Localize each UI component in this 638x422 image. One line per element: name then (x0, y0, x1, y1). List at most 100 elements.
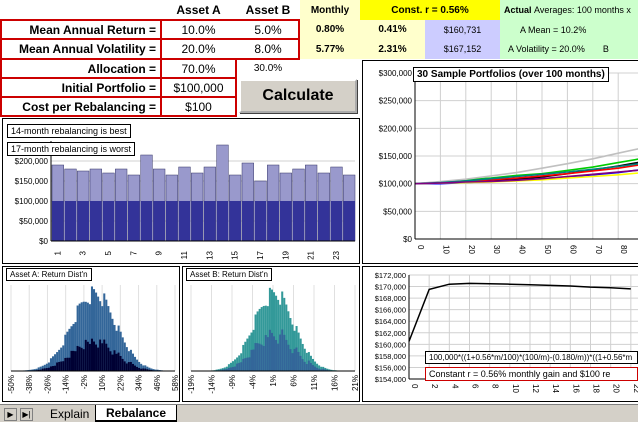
hist-bar (318, 365, 321, 371)
bar-ytick-label: $150,000 (15, 177, 49, 186)
hist-bar-inner (54, 365, 57, 371)
hist-bar-inner (244, 358, 247, 371)
asset-b-hist-title: Asset B: Return Dist'n (186, 268, 272, 281)
hist-bar (62, 345, 65, 371)
mean-return-a[interactable]: 10.0% (181, 22, 216, 37)
hist-bar (111, 318, 114, 371)
hist-bar-inner (93, 341, 96, 371)
hist-bar-inner (250, 349, 253, 371)
tab-rebalance[interactable]: Rebalance (95, 405, 178, 422)
asset-a-histogram-svg: -50% -38% -26% -14% -2% 10% 22% 34% 46% 58% (7, 285, 180, 394)
hist-bar-inner (121, 358, 124, 371)
hist-bar (152, 369, 155, 371)
bar-xtick-label: 1 (53, 250, 62, 255)
hist-bar-inner (95, 344, 98, 371)
hist-bar (70, 326, 73, 371)
line-ytick-label: $0 (403, 235, 412, 244)
cost-value[interactable]: $100 (185, 99, 212, 114)
hist-bar-inner (256, 343, 259, 371)
rebalancing-bar-chart: $0 $50,000 $100,000 $150,000 $200,000 1 3 5 7 9 11… (2, 118, 360, 264)
line-ytick-label: $50,000 (383, 207, 412, 216)
hist-bar-inner (234, 366, 237, 371)
bar-ytick-label: $100,000 (15, 197, 49, 206)
cost-row-border (0, 96, 237, 117)
asset-a-hist-title: Asset A: Return Dist'n (6, 268, 92, 281)
gain-ytick-label: $156,000 (375, 363, 406, 372)
bar-xtick-label: 23 (332, 250, 341, 259)
hist-bar (270, 289, 273, 371)
hist-bar-inner (227, 367, 230, 371)
bar-base (153, 201, 165, 241)
hist-bar (144, 365, 147, 371)
volatility-label: Mean Annual Volatility = (18, 42, 156, 56)
hist-xtick-label: 10% (98, 375, 107, 391)
hist-xtick-label: -38% (25, 375, 34, 394)
hist-bar-inner (232, 366, 235, 371)
hist-bar-inner (316, 367, 319, 371)
hist-xtick-label: -9% (228, 375, 237, 389)
hist-bar-inner (134, 365, 137, 371)
volatility-b[interactable]: 8.0% (254, 42, 282, 56)
hist-bar-inner (309, 363, 312, 371)
bar-base (128, 201, 140, 241)
hist-bar (47, 362, 50, 371)
hist-bar-inner (236, 363, 239, 371)
hist-bar (268, 287, 271, 371)
bar-xtick-label: 17 (256, 250, 265, 259)
hist-bar (328, 369, 331, 371)
gain-xtick-label: 20 (612, 384, 621, 393)
hist-bar-inner (221, 369, 224, 371)
bar-base (267, 201, 279, 241)
hist-bar-inner (273, 336, 276, 371)
initial-portfolio-value[interactable]: $100,000 (173, 80, 224, 95)
bar-base (330, 201, 343, 241)
hist-bar-inner (270, 332, 273, 371)
hist-bar (76, 305, 79, 371)
hist-xtick-label: 11% (310, 375, 319, 390)
line-xtick-label: 50 (543, 245, 552, 254)
hist-xtick-label: 21% (351, 375, 359, 391)
hist-bar (45, 363, 48, 371)
mean-row-border (0, 19, 300, 40)
hist-bar (283, 297, 286, 371)
hist-bar (142, 365, 145, 371)
hist-bar (244, 341, 247, 371)
hist-bar (316, 363, 319, 371)
line-xtick-label: 30 (492, 245, 501, 254)
vol-monthly-b: 2.31% (360, 39, 425, 59)
hist-bar (260, 307, 263, 371)
actual-title: Actual (504, 5, 532, 15)
hist-bar-inner (260, 344, 263, 371)
hist-bar-inner (97, 347, 100, 371)
header-monthly: Monthly (300, 0, 360, 20)
allocation-a[interactable]: 70.0% (181, 61, 216, 76)
hist-bar-inner (324, 369, 327, 371)
hist-bar-inner (37, 369, 40, 371)
hist-bar-inner (43, 368, 46, 371)
hist-bar-inner (39, 369, 42, 371)
line-xtick-label: 40 (518, 245, 527, 254)
hist-bar-inner (119, 355, 122, 371)
hist-bar (134, 356, 137, 371)
hist-bar (217, 369, 220, 371)
hist-xtick-label: 58% (171, 375, 179, 391)
volatility-a[interactable]: 20.0% (181, 42, 216, 56)
last-sheet-button[interactable]: ▶| (20, 408, 33, 421)
tab-explain[interactable]: Explain (40, 405, 101, 422)
hist-bar-inner (252, 349, 255, 371)
hist-bar-inner (105, 343, 108, 371)
line-xtick-label: 60 (568, 245, 577, 254)
mean-return-b[interactable]: 5.0% (254, 22, 282, 37)
prev-sheet-button[interactable]: ▶ (4, 408, 17, 421)
hist-bar (154, 369, 157, 371)
hist-bar-inner (138, 367, 141, 371)
bar-xtick-label: 7 (129, 250, 138, 255)
gain-ytick-label: $168,000 (375, 294, 406, 303)
hist-bar (258, 308, 261, 371)
hist-bar (74, 322, 77, 371)
hist-xtick-label: -2% (80, 375, 89, 389)
hist-bar-inner (140, 368, 143, 371)
calculate-button[interactable]: Calculate (239, 79, 357, 113)
hist-bar-inner (103, 339, 106, 371)
hist-bar-inner (131, 363, 134, 371)
